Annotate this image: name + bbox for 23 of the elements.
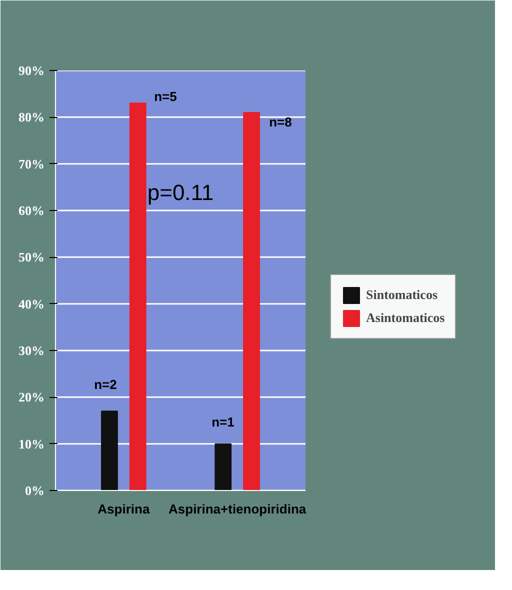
annotation: n=1 <box>212 414 234 430</box>
y-tick-label: 70% <box>18 156 44 172</box>
annotation: n=8 <box>269 114 292 130</box>
y-tick-label: 20% <box>18 390 44 405</box>
y-tick-label: 10% <box>18 436 44 452</box>
y-tick-label: 50% <box>18 250 44 265</box>
y-tick-label: 80% <box>18 110 44 125</box>
y-tick-label: 40% <box>18 296 44 312</box>
legend-label: Sintomaticos <box>366 286 438 303</box>
y-tick-label: 0% <box>25 483 44 498</box>
x-tick-label: Aspirina+tienopiridina <box>168 502 307 516</box>
annotation: p=0.11 <box>147 180 214 205</box>
legend-label: Asintomaticos <box>366 310 445 326</box>
bar <box>243 112 260 490</box>
x-tick-label: Aspirina <box>98 502 150 516</box>
bar <box>214 443 232 490</box>
bar <box>129 102 146 490</box>
bar <box>101 410 118 490</box>
y-tick-label: 60% <box>18 203 44 218</box>
y-tick-label: 30% <box>18 343 44 358</box>
annotation: n=5 <box>154 89 177 104</box>
annotation: n=2 <box>94 376 117 392</box>
y-tick-label: 90% <box>18 63 44 78</box>
